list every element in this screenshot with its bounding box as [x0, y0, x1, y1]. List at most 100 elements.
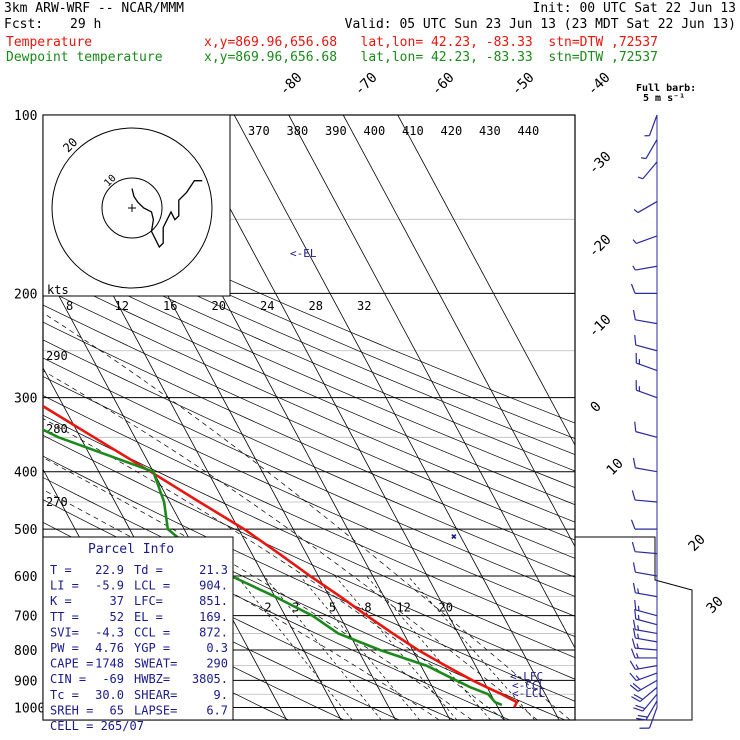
- parcel-key: SREH =: [50, 703, 93, 717]
- wind-barb: [635, 353, 658, 372]
- parcel-key: TT =: [50, 610, 79, 624]
- isotherm-label: -50: [509, 70, 538, 99]
- mixing-ratio-label: 2: [264, 601, 271, 615]
- theta-label: 410: [402, 124, 424, 138]
- isotherm-label: -70: [352, 70, 381, 99]
- theta-side-label: 290: [46, 349, 68, 363]
- parcel-value: 3805.: [192, 672, 228, 686]
- dry-adiabat-line: [43, 376, 575, 617]
- parcel-value: -4.3: [95, 625, 124, 639]
- dry-adiabat-line: [43, 287, 575, 523]
- full-barb-label: Full barb:: [636, 83, 697, 94]
- hodograph-trace: [131, 180, 203, 249]
- wind-barb: [631, 686, 658, 703]
- pressure-tick-label: 700: [14, 610, 37, 625]
- temperature-line: [43, 404, 519, 708]
- speed-tick-label: 8: [66, 299, 73, 313]
- mixing-ratio-line: [236, 575, 353, 720]
- dry-adiabat-line: [43, 339, 575, 578]
- parcel-value: 1748: [95, 657, 124, 671]
- dry-adiabat-line: [43, 434, 575, 680]
- parcel-key: EL =: [134, 610, 163, 624]
- parcel-value: 4.76: [95, 641, 124, 655]
- wind-barb: [629, 660, 658, 671]
- theta-label: 390: [325, 124, 347, 138]
- theta-label: 380: [287, 124, 309, 138]
- parcel-value: 65: [110, 703, 124, 717]
- wind-barb: [636, 700, 658, 721]
- forecast-hour: 29 h: [70, 17, 102, 32]
- wind-barb: [637, 161, 658, 180]
- wind-barb: [632, 265, 658, 271]
- speed-tick-label: 20: [212, 299, 226, 313]
- parcel-title: Parcel Info: [88, 542, 174, 557]
- level-annotation: <-CCL: [512, 679, 545, 692]
- parcel-key: LFC=: [134, 594, 163, 608]
- theta-label: 420: [441, 124, 463, 138]
- wind-barb: [644, 114, 658, 137]
- wind-barb: [630, 648, 657, 659]
- mixing-ratio-line: [299, 575, 420, 720]
- pressure-tick-label: 200: [14, 287, 37, 302]
- temperature-location: x,y=869.96,656.68 lat,lon= 42.23, -83.33…: [204, 35, 658, 50]
- parcel-value: 37: [110, 594, 124, 608]
- wind-barb: [634, 599, 658, 617]
- isotherm-line: [0, 115, 14, 720]
- dry-adiabat-line: [43, 209, 575, 440]
- parcel-cell: CELL = 265/07: [50, 719, 144, 733]
- pressure-tick-label: 400: [14, 466, 37, 481]
- theta-label: 440: [518, 124, 540, 138]
- isotherm-line: [233, 115, 560, 720]
- parcel-value: -69: [102, 672, 124, 686]
- hodograph-box: [42, 114, 231, 297]
- dry-adiabat-line: [43, 304, 575, 541]
- speed-tick-label: 28: [309, 299, 323, 313]
- dewpoint-legend: Dewpoint temperature: [6, 50, 163, 65]
- parcel-key: SHEAR=: [134, 688, 177, 702]
- wind-barb: [635, 380, 658, 399]
- parcel-value: 21.3: [199, 563, 228, 577]
- valid-time: Valid: 05 UTC Sun 23 Jun 13 (23 MDT Sat …: [344, 17, 736, 32]
- dry-adiabat-line: [43, 194, 575, 424]
- mixing-ratio-label: 12: [396, 601, 410, 615]
- dewpoint-location: x,y=869.96,656.68 lat,lon= 42.23, -83.33…: [204, 50, 658, 65]
- wind-barb: [632, 309, 658, 325]
- mixing-ratio-line: [407, 575, 536, 720]
- pressure-tick-label: 500: [14, 523, 37, 538]
- hodograph-ring: [101, 177, 163, 239]
- wind-barb: [630, 283, 657, 294]
- lower-right-frame: [575, 536, 693, 721]
- level-annotation: <-EL: [290, 247, 317, 260]
- pressure-tick-label: 300: [14, 392, 37, 407]
- isotherm-label: -30: [586, 149, 615, 178]
- moist-adiabat-line: [43, 457, 473, 720]
- theta-label: 370: [248, 124, 270, 138]
- level-annotation: <-LCL: [512, 687, 545, 700]
- parcel-info-panel: Parcel Info T = 22.9 Td = 21.3 LI = -5.9 LCL = 9…: [42, 536, 234, 733]
- isotherm-label: 30: [704, 594, 727, 617]
- parcel-key: K =: [50, 594, 72, 608]
- wind-barbs: [629, 114, 658, 729]
- parcel-key: CAPE =: [50, 657, 93, 671]
- forecast-label: Fcst:: [4, 17, 44, 32]
- wind-barb: [634, 421, 658, 438]
- parcel-value: 904.: [199, 579, 228, 593]
- wind-barb: [632, 235, 658, 245]
- wind-barb: [634, 609, 658, 626]
- isotherm-label: -40: [585, 70, 614, 99]
- full-barb-unit: 5 m s⁻¹: [643, 93, 686, 104]
- moist-adiabat-line: [43, 370, 538, 720]
- wind-barb: [632, 562, 658, 577]
- dry-adiabat-line: [43, 271, 575, 506]
- parcel-key: LAPSE=: [134, 703, 177, 717]
- model-title: 3km ARW-WRF -- NCAR/MMM: [4, 1, 185, 16]
- temperature-legend: Temperature: [6, 35, 93, 50]
- wind-barb: [633, 201, 658, 214]
- mixing-ratio-line: [366, 575, 491, 720]
- mixing-ratio-label: 8: [364, 601, 371, 615]
- dry-adiabat-line: [43, 255, 575, 489]
- plot-frame: [42, 114, 576, 721]
- pressure-tick-label: 800: [14, 644, 37, 659]
- parcel-value: 52: [110, 610, 124, 624]
